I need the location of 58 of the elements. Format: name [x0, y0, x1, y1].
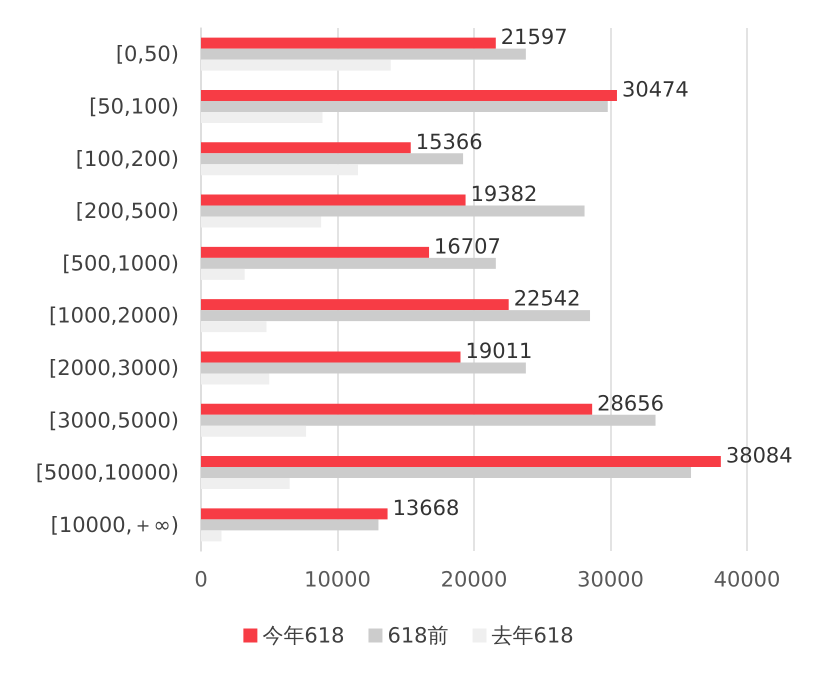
bar	[201, 530, 222, 542]
bar	[201, 268, 245, 280]
bar	[201, 426, 306, 437]
x-tick-label: 30000	[577, 568, 644, 592]
legend-label: 去年618	[492, 624, 574, 648]
data-label: 30474	[622, 77, 689, 102]
bar	[201, 164, 358, 176]
bar	[201, 60, 391, 71]
data-label: 19011	[466, 338, 532, 363]
bar	[201, 142, 411, 154]
y-tick-label: [3000,5000)	[49, 408, 179, 432]
y-tick-label: [500,1000)	[62, 251, 179, 276]
data-label: 16707	[434, 234, 501, 258]
y-tick-label: [10000,＋∞)	[50, 512, 179, 537]
bar	[201, 153, 464, 164]
data-label: 15366	[416, 130, 483, 154]
x-tick-label: 10000	[304, 568, 371, 592]
bar	[201, 362, 526, 374]
bar	[201, 258, 496, 269]
bar	[201, 100, 608, 112]
bar	[201, 456, 721, 468]
x-tick-label: 0	[194, 568, 208, 592]
data-label: 19382	[470, 182, 538, 206]
y-tick-label: [5000,10000)	[36, 460, 179, 485]
y-tick-label: [200,500)	[76, 199, 179, 224]
bar	[201, 373, 270, 384]
x-tick-label: 20000	[440, 568, 508, 592]
y-tick-label: [1000,2000)	[49, 304, 179, 328]
bar	[201, 48, 526, 60]
bar	[201, 310, 590, 322]
data-label: 38084	[726, 444, 793, 468]
data-label: 21597	[500, 25, 568, 50]
bar	[201, 467, 692, 478]
bar	[201, 90, 617, 101]
bar	[201, 478, 290, 490]
bar	[201, 112, 322, 123]
legend-label: 618前	[387, 624, 449, 648]
bar	[201, 351, 460, 362]
bar	[201, 216, 322, 228]
data-label: 13668	[392, 496, 460, 520]
bar	[201, 404, 592, 415]
y-tick-label: [2000,3000)	[49, 356, 179, 380]
y-tick-label: [0,50)	[116, 42, 179, 66]
bar	[201, 321, 267, 332]
data-label: 22542	[514, 286, 581, 311]
bar	[201, 194, 466, 206]
y-tick-label: [50,100)	[89, 94, 179, 118]
x-tick-label: 40000	[714, 568, 780, 592]
bar	[201, 299, 509, 310]
data-label: 28656	[597, 391, 664, 416]
legend-label: 今年618	[262, 624, 344, 648]
bar	[201, 519, 378, 530]
bar	[201, 508, 388, 520]
y-tick-label: [100,200)	[76, 146, 179, 171]
bar	[201, 38, 496, 49]
bar	[201, 414, 656, 426]
bar	[201, 206, 585, 217]
bar	[201, 246, 430, 258]
